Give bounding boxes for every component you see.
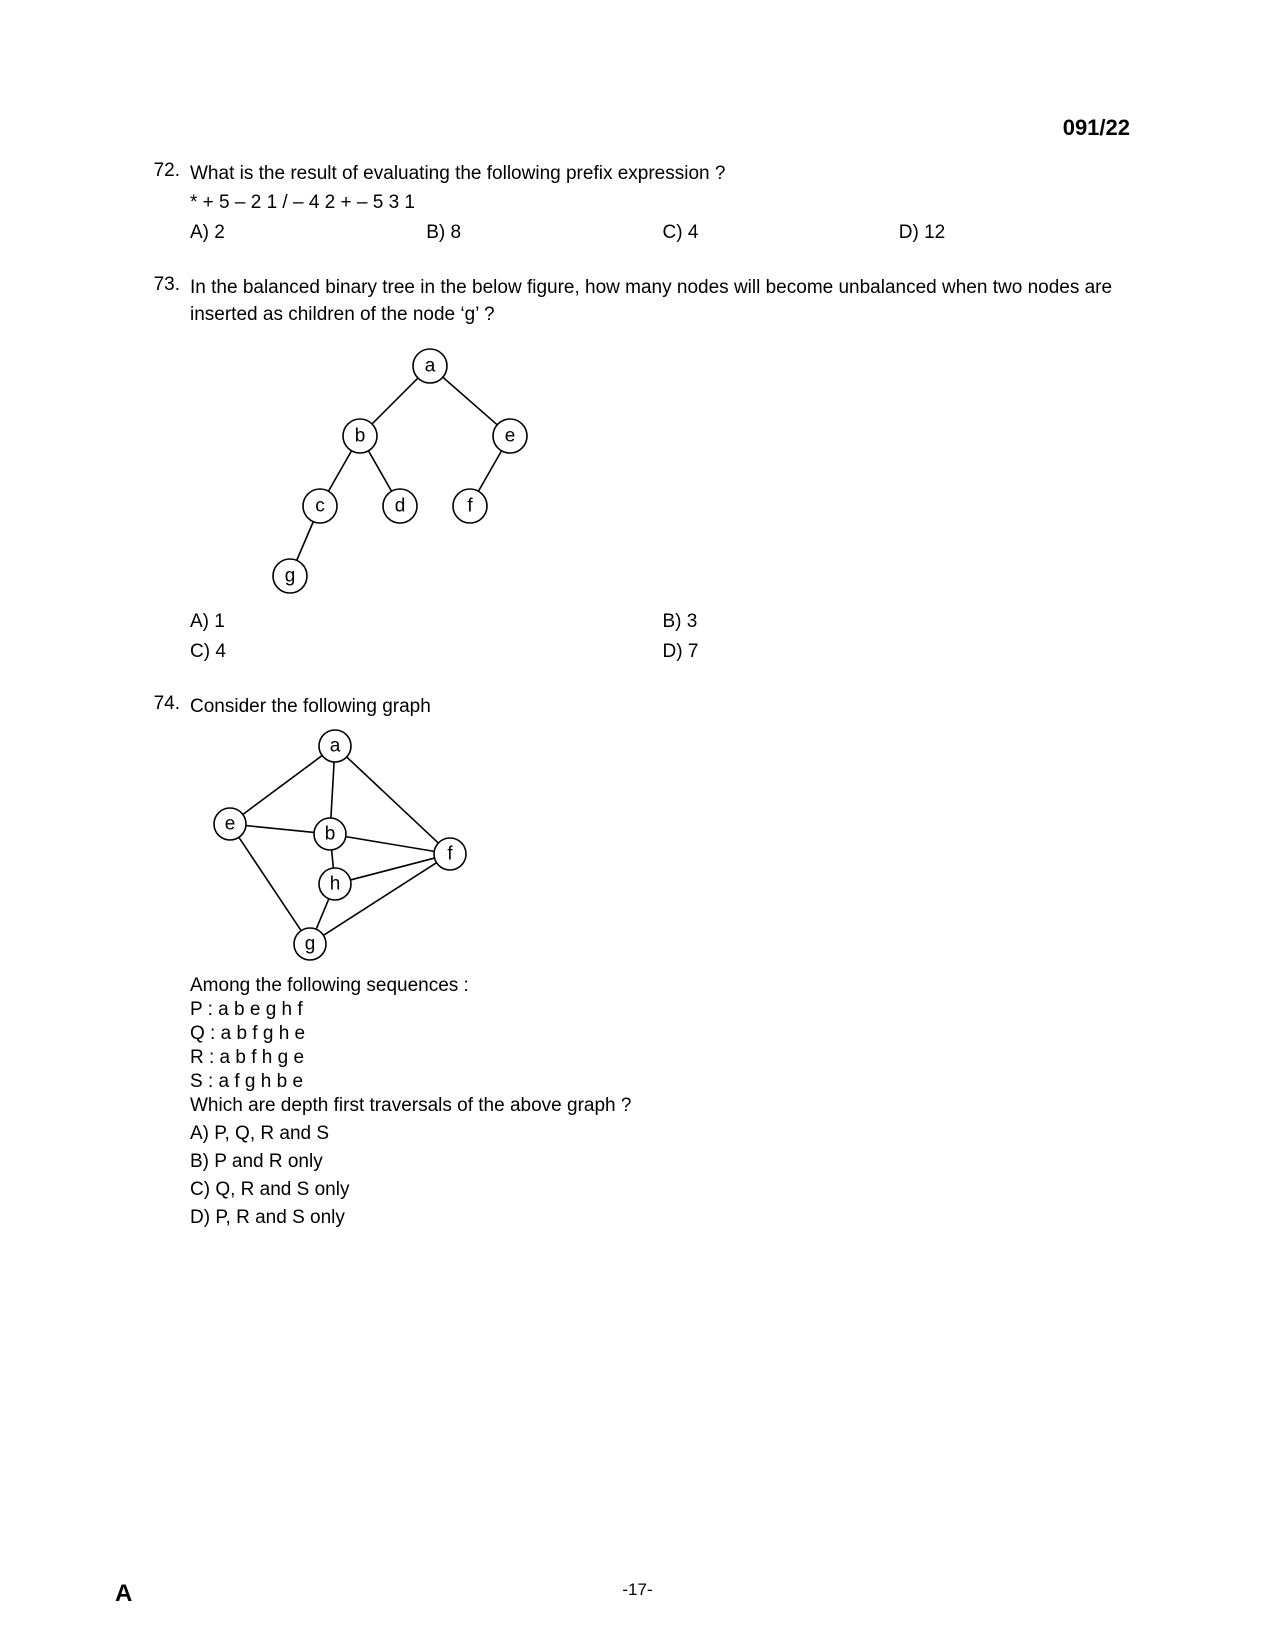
page-number: -17- bbox=[0, 1580, 1275, 1600]
prefix-expression: * + 5 – 2 1 / – 4 2 + – 5 3 1 bbox=[190, 192, 1135, 214]
svg-text:f: f bbox=[467, 495, 473, 516]
question-text: In the balanced binary tree in the below… bbox=[190, 274, 1135, 329]
option-a: A) 1 bbox=[190, 611, 663, 633]
option-c: C) 4 bbox=[190, 641, 663, 663]
option-c: C) 4 bbox=[663, 222, 899, 244]
svg-text:a: a bbox=[425, 355, 436, 376]
question-sub: Which are depth first traversals of the … bbox=[190, 1095, 1135, 1117]
svg-text:b: b bbox=[355, 425, 366, 446]
sequence-p: P : a b e g h f bbox=[190, 999, 1135, 1021]
option-b: B) P and R only bbox=[190, 1151, 1135, 1173]
svg-text:e: e bbox=[505, 425, 516, 446]
exam-code: 091/22 bbox=[1063, 115, 1130, 141]
svg-text:f: f bbox=[447, 844, 453, 865]
sequences-intro: Among the following sequences : bbox=[190, 975, 1135, 997]
question-number: 73. bbox=[140, 274, 190, 663]
question-74: 74. Consider the following graph aebfhg … bbox=[140, 693, 1135, 1230]
option-c: C) Q, R and S only bbox=[190, 1179, 1135, 1201]
option-b: B) 8 bbox=[426, 222, 662, 244]
sequence-r: R : a b f h g e bbox=[190, 1047, 1135, 1069]
question-text: Consider the following graph bbox=[190, 693, 1135, 721]
option-b: B) 3 bbox=[663, 611, 1136, 633]
question-73: 73. In the balanced binary tree in the b… bbox=[140, 274, 1135, 663]
svg-text:g: g bbox=[285, 565, 296, 586]
binary-tree-diagram: a b e c d f g bbox=[220, 341, 560, 601]
question-number: 72. bbox=[140, 160, 190, 244]
option-d: D) 12 bbox=[899, 222, 1135, 244]
question-72: 72. What is the result of evaluating the… bbox=[140, 160, 1135, 244]
question-text: What is the result of evaluating the fol… bbox=[190, 160, 1135, 188]
option-a: A) P, Q, R and S bbox=[190, 1123, 1135, 1145]
question-number: 74. bbox=[140, 693, 190, 1230]
sequence-s: S : a f g h b e bbox=[190, 1071, 1135, 1093]
option-d: D) 7 bbox=[663, 641, 1136, 663]
svg-text:h: h bbox=[330, 874, 341, 895]
svg-text:e: e bbox=[225, 814, 236, 835]
option-a: A) 2 bbox=[190, 222, 426, 244]
svg-text:c: c bbox=[315, 495, 325, 516]
svg-text:a: a bbox=[330, 736, 341, 757]
sequence-q: Q : a b f g h e bbox=[190, 1023, 1135, 1045]
option-d: D) P, R and S only bbox=[190, 1207, 1135, 1229]
svg-text:g: g bbox=[305, 934, 316, 955]
graph-diagram: a e b f h g bbox=[190, 724, 490, 969]
svg-text:b: b bbox=[325, 824, 336, 845]
svg-text:d: d bbox=[395, 495, 406, 516]
